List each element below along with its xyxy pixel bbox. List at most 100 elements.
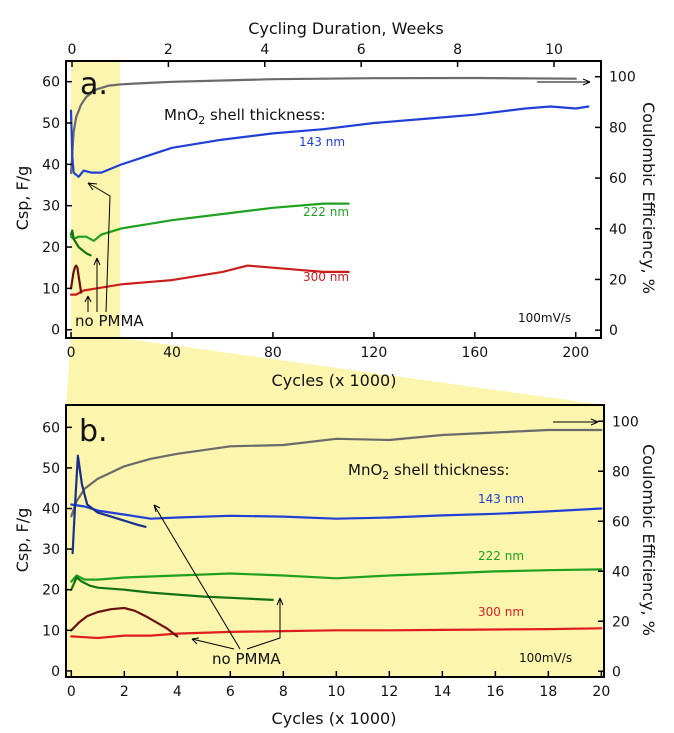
panel-b-shell-title: MnO2 shell thickness: bbox=[348, 461, 510, 482]
panel-b-series bbox=[70, 428, 603, 640]
panel-a-shell-title: MnO2 shell thickness: bbox=[164, 106, 326, 127]
panel-a-arrow-143 bbox=[87, 182, 111, 313]
panel-b-x-tick-label: 6 bbox=[226, 684, 235, 700]
panel-a-x-tick-label: 80 bbox=[264, 345, 282, 361]
panel-a-y-tick-label: 40 bbox=[42, 157, 60, 173]
zoom-connector bbox=[66, 338, 604, 405]
panel-a-y2-axis-label: Coulombic Efficiency, % bbox=[639, 102, 658, 294]
panel-b-y2-axis-label: Coulombic Efficiency, % bbox=[639, 444, 658, 636]
panel-a-no-pmma-label: no PMMA bbox=[75, 312, 144, 330]
panel-a-label-222: 222 nm bbox=[303, 205, 349, 219]
panel-b-label-300: 300 nm bbox=[478, 605, 524, 619]
panel-a-y-tick-label: 20 bbox=[42, 240, 60, 256]
panel-a-series bbox=[69, 76, 590, 296]
panel-a-y2-tick-label: 40 bbox=[609, 222, 627, 238]
panel-a-x-tick-label: 120 bbox=[361, 345, 388, 361]
panel-a-y2-tick-label: 100 bbox=[609, 70, 636, 86]
panel-a-label-143: 143 nm bbox=[299, 135, 345, 149]
panel-b-arrow-222 bbox=[246, 598, 281, 650]
panel-a-x-axis-label: Cycles (x 1000) bbox=[272, 371, 397, 390]
panel-a-top-axis-label: Cycling Duration, Weeks bbox=[248, 19, 444, 38]
panel-a-arrow-143-head bbox=[87, 182, 98, 191]
panel-a-y-tick-label: 60 bbox=[42, 75, 60, 91]
panel-b-y2-tick-label: 100 bbox=[612, 414, 639, 430]
panel-b-rate-label: 100mV/s bbox=[519, 651, 572, 665]
panel-a-y-axis-label: Csp, F/g bbox=[13, 166, 32, 231]
panel-a-x-tick-label: 160 bbox=[461, 345, 488, 361]
panel-a-label: a. bbox=[80, 67, 108, 102]
panel-b-x-tick-label: 18 bbox=[539, 684, 557, 700]
panel-b-y2-tick-label: 0 bbox=[612, 664, 621, 680]
panel-b-series-222-nm bbox=[70, 568, 603, 583]
panel-a-frame bbox=[65, 60, 602, 339]
panel-b-series-300-nm bbox=[70, 627, 603, 640]
panel-b-frame bbox=[65, 404, 605, 678]
panel-a: 0 40 80 120 160 200 0 10 20 30 40 50 60 0 20 40 60 80 100 0… bbox=[13, 19, 658, 390]
panel-a-rate-label: 100mV/s bbox=[518, 311, 571, 325]
panel-b-x-tick-label: 12 bbox=[380, 684, 398, 700]
panel-b-series-143-nm bbox=[70, 503, 603, 520]
panel-b-arrow-143-head bbox=[153, 504, 161, 513]
panel-a-top-tick-label: 4 bbox=[260, 42, 269, 58]
panel-b-y2-tick-label: 20 bbox=[612, 614, 630, 630]
panel-b-arrow-222-head bbox=[276, 597, 284, 606]
panel-b-y-tick-label: 50 bbox=[42, 461, 60, 477]
panel-b-y2-tick-label: 40 bbox=[612, 564, 630, 580]
panel-a-y2-tick-label: 60 bbox=[609, 171, 627, 187]
panel-a-series-222-nm-no-pmma bbox=[69, 229, 92, 257]
panel-b-plot-area bbox=[66, 405, 604, 677]
panel-a-series-143-nm bbox=[69, 105, 590, 178]
panel-b-x-tick-label: 0 bbox=[67, 684, 76, 700]
panel-b-arrow-300-head bbox=[191, 637, 200, 645]
panel-b-arrow-143 bbox=[153, 504, 241, 650]
panel-a-top-tick-label: 0 bbox=[68, 42, 77, 58]
panel-a-no-pmma-arrows bbox=[84, 78, 591, 313]
panel-b-y2-tick-label: 60 bbox=[612, 514, 630, 530]
panel-a-series-coulombic-efficiency bbox=[69, 76, 577, 175]
panel-a-top-tick-label: 2 bbox=[164, 42, 173, 58]
panel-b-arrow-300 bbox=[191, 638, 235, 650]
panel-a-arrow-300-head bbox=[84, 295, 92, 303]
panel-b-x-tick-label: 4 bbox=[173, 684, 182, 700]
panel-a-plot-area bbox=[66, 61, 601, 338]
panel-a-top-tick-label: 6 bbox=[357, 42, 366, 58]
panel-b-y-tick-label: 20 bbox=[42, 583, 60, 599]
panel-b-ticks: 0 2 4 6 8 10 12 14 16 18 2001020304050600204060801… bbox=[42, 414, 639, 700]
panel-b-y-tick-label: 30 bbox=[42, 542, 60, 558]
panel-b-x-tick-label: 10 bbox=[327, 684, 345, 700]
panel-a-arrow-222-head bbox=[93, 257, 101, 266]
panel-a-x-tick-label: 40 bbox=[163, 345, 181, 361]
panel-a-ticks: 0 40 80 120 160 200 0 10 20 30 40 50 60 0 20 40 60 80 100 0… bbox=[42, 42, 636, 361]
panel-b-x-tick-label: 16 bbox=[486, 684, 504, 700]
panel-b-label-222: 222 nm bbox=[478, 549, 524, 563]
panel-b-x-tick-label: 8 bbox=[279, 684, 288, 700]
panel-a-highlight bbox=[71, 62, 121, 337]
panel-a-y-tick-label: 50 bbox=[42, 116, 60, 132]
panel-b-x-tick-label: 20 bbox=[592, 684, 610, 700]
panel-a-y2-tick-label: 80 bbox=[609, 120, 627, 136]
panel-b-y-tick-label: 60 bbox=[42, 420, 60, 436]
panel-b-ce-arrow-head bbox=[590, 418, 599, 426]
panel-a-ce-arrow-head bbox=[582, 78, 591, 86]
panel-b-x-axis-label: Cycles (x 1000) bbox=[272, 709, 397, 728]
panel-b-no-pmma-label: no PMMA bbox=[212, 650, 281, 668]
panel-b-series-143-nm-no-pmma bbox=[71, 454, 147, 555]
panel-a-y-tick-label: 30 bbox=[42, 199, 60, 215]
panel-a-y2-tick-label: 0 bbox=[609, 323, 618, 339]
panel-a-y-tick-label: 10 bbox=[42, 281, 60, 297]
panel-b-x-tick-label: 2 bbox=[120, 684, 129, 700]
panel-b-label-143: 143 nm bbox=[478, 492, 524, 506]
panel-b-x-tick-label: 14 bbox=[433, 684, 451, 700]
panel-b-y2-tick-label: 80 bbox=[612, 464, 630, 480]
panel-a-y-tick-label: 0 bbox=[51, 323, 60, 339]
panel-a-series-300-nm bbox=[69, 264, 350, 296]
panel-a-series-222-nm bbox=[69, 202, 350, 242]
panel-b-series-coulombic-efficiency bbox=[70, 428, 603, 518]
panel-a-x-tick-label: 0 bbox=[67, 345, 76, 361]
panel-b-label: b. bbox=[79, 414, 108, 449]
panel-a-top-tick-label: 8 bbox=[453, 42, 462, 58]
panel-a-top-tick-label: 10 bbox=[545, 42, 563, 58]
panel-b-y-axis-label: Csp, F/g bbox=[13, 508, 32, 573]
panel-b-series-300-nm-no-pmma bbox=[70, 606, 179, 638]
